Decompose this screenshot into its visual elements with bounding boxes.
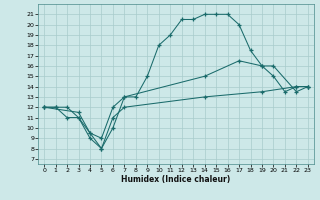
X-axis label: Humidex (Indice chaleur): Humidex (Indice chaleur) [121, 175, 231, 184]
